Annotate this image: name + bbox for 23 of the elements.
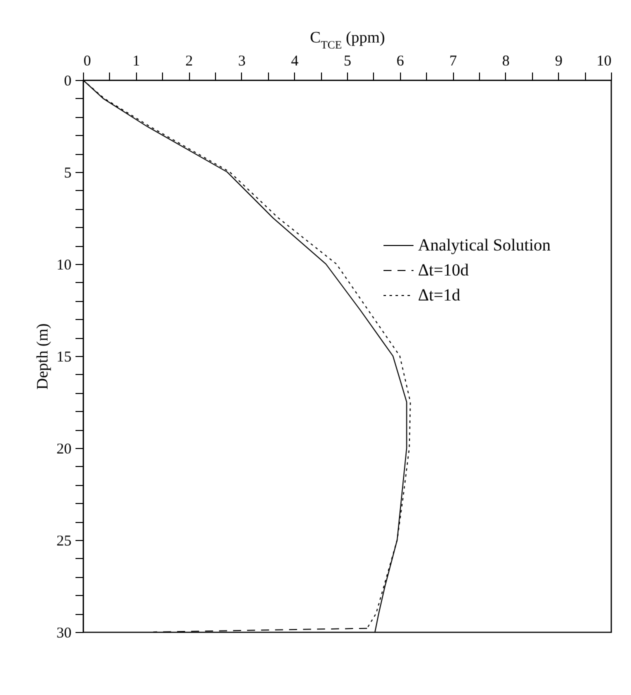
x-tick-label: 8 bbox=[502, 54, 510, 70]
y-tick-label: 20 bbox=[56, 442, 72, 458]
x-tick-label: 10 bbox=[596, 54, 612, 70]
x-tick-label: 9 bbox=[554, 54, 562, 70]
x-tick-label: 7 bbox=[449, 54, 458, 70]
x-tick-label: 3 bbox=[238, 54, 246, 70]
y-tick-label: 25 bbox=[56, 534, 72, 550]
y-axis-title: Depth (m) bbox=[34, 323, 52, 390]
x-tick-label: 4 bbox=[290, 54, 299, 70]
y-tick-label: 5 bbox=[64, 166, 72, 182]
y-tick-label: 0 bbox=[64, 74, 72, 90]
legend-label: Δt=10d bbox=[418, 260, 470, 280]
x-tick-label: 2 bbox=[185, 54, 193, 70]
x-tick-label: 6 bbox=[396, 54, 405, 70]
x-axis-title: C$_{TCE}$ (ppm) bbox=[310, 30, 385, 52]
y-tick-label: 10 bbox=[56, 258, 72, 274]
legend-label: Δt=1d bbox=[418, 286, 461, 304]
x-tick-label: 1 bbox=[132, 54, 140, 70]
x-tick-label: 0 bbox=[84, 54, 91, 70]
y-tick-label: 15 bbox=[56, 350, 72, 366]
legend-label: Analytical Solution bbox=[418, 236, 552, 254]
x-tick-label: 5 bbox=[344, 54, 352, 70]
y-tick-label: 30 bbox=[56, 626, 72, 642]
